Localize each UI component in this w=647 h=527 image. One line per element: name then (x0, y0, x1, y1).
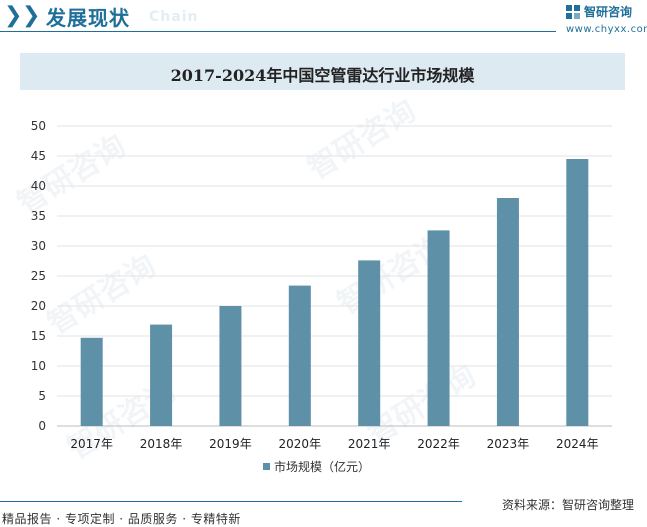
x-tick-label: 2019年 (209, 437, 252, 451)
bars (80, 159, 589, 426)
x-tick-label: 2020年 (279, 437, 322, 451)
gridlines (57, 125, 612, 427)
header: ❯ ❯ 发展现状 Chain 智研咨询 www.chyxx.com (0, 0, 647, 35)
y-tick-label: 25 (31, 269, 46, 283)
y-tick-label: 40 (31, 179, 46, 193)
y-tick-label: 15 (31, 329, 46, 343)
bar (496, 198, 519, 426)
legend-label: 市场规模（亿元） (274, 460, 371, 474)
y-tick-label: 35 (31, 209, 46, 223)
bar (150, 324, 173, 426)
bar (219, 306, 242, 426)
chart-title: 2017-2024年中国空管雷达行业市场规模 (170, 66, 475, 85)
bar (566, 159, 589, 426)
footer-services: 精品报告 · 专项定制 · 品质服务 · 专精特新 (2, 512, 241, 526)
chevron-right-icon: ❯ (4, 3, 23, 28)
chart-title-band: 2017-2024年中国空管雷达行业市场规模 (20, 53, 625, 90)
y-tick-label: 30 (31, 239, 46, 253)
y-tick-label: 5 (38, 389, 46, 403)
footer-divider (0, 501, 462, 502)
x-tick-label: 2017年 (70, 437, 113, 451)
section-subtitle: Chain (149, 9, 199, 25)
legend: 市场规模（亿元） (263, 458, 370, 475)
bar (427, 230, 450, 426)
footer-source: 资料来源：智研咨询整理 (502, 498, 635, 512)
header-divider (0, 31, 556, 32)
y-tick-label: 20 (31, 299, 46, 313)
brand-url: www.chyxx.com (566, 24, 647, 35)
y-axis-ticks: 0 5 10 15 20 25 30 35 40 45 50 (31, 119, 46, 433)
x-axis-ticks: 2017年 2018年 2019年 2020年 2021年 2022年 2023年 2024年 (70, 437, 598, 451)
bar (80, 337, 103, 426)
y-tick-label: 50 (31, 119, 46, 133)
x-tick-label: 2022年 (417, 437, 460, 451)
x-tick-label: 2023年 (487, 437, 530, 451)
y-tick-label: 45 (31, 149, 46, 163)
x-tick-label: 2024年 (556, 437, 599, 451)
y-tick-label: 0 (38, 419, 46, 433)
legend-swatch (263, 463, 270, 470)
brand-logo-icon (566, 5, 580, 19)
section-title: 发展现状 (46, 6, 130, 30)
x-tick-label: 2018年 (140, 437, 183, 451)
brand-name: 智研咨询 (584, 5, 633, 19)
chevron-right-icon: ❯ (22, 3, 41, 28)
x-tick-label: 2021年 (348, 437, 391, 451)
y-tick-label: 10 (31, 359, 46, 373)
bar (358, 260, 381, 426)
bar (288, 285, 311, 426)
